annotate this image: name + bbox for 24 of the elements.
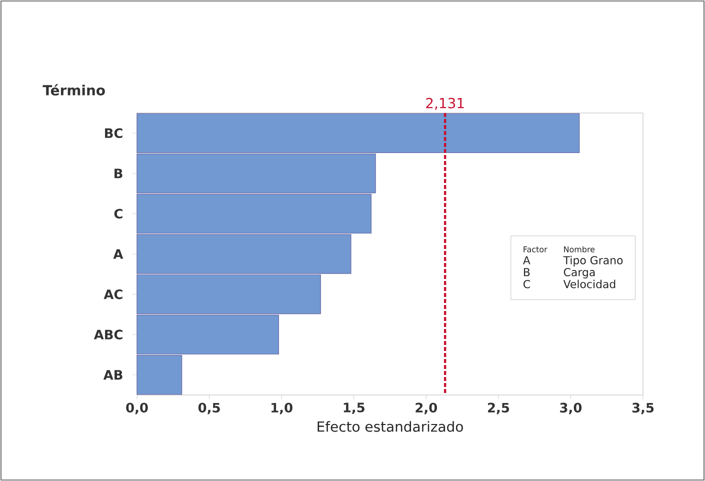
- annotation: Tipo Grano: [563, 256, 623, 266]
- y-axis-title: Término: [42, 84, 105, 96]
- x-tick-label: 3,0: [560, 402, 582, 414]
- x-tick-label: 1,0: [272, 402, 292, 414]
- y-tick-label: BC: [105, 128, 122, 138]
- y-tick-label: AB: [103, 370, 122, 380]
- annotation: Velocidad: [563, 280, 616, 288]
- x-tick-label: 3,5: [632, 402, 654, 414]
- y-tick-label: ABC: [94, 330, 122, 340]
- annotation: B: [524, 268, 530, 276]
- y-tick-label: C: [114, 208, 122, 219]
- x-tick-label: 1,5: [344, 402, 364, 414]
- x-tick-label: 2,5: [488, 402, 510, 414]
- x-tick-label: 2,0: [416, 402, 437, 414]
- annotation: A: [522, 256, 530, 264]
- x-axis-title: Efecto estandarizado: [318, 421, 463, 432]
- annotation: C: [524, 280, 530, 288]
- y-tick-label: B: [114, 168, 122, 178]
- y-tick-label: AC: [104, 289, 122, 300]
- x-tick-label: 0,5: [198, 402, 220, 414]
- ref-line-label: 2,131: [426, 98, 464, 110]
- y-tick-label: A: [113, 249, 124, 259]
- x-tick-label: 0,0: [126, 402, 148, 414]
- annotation: Carga: [564, 268, 595, 278]
